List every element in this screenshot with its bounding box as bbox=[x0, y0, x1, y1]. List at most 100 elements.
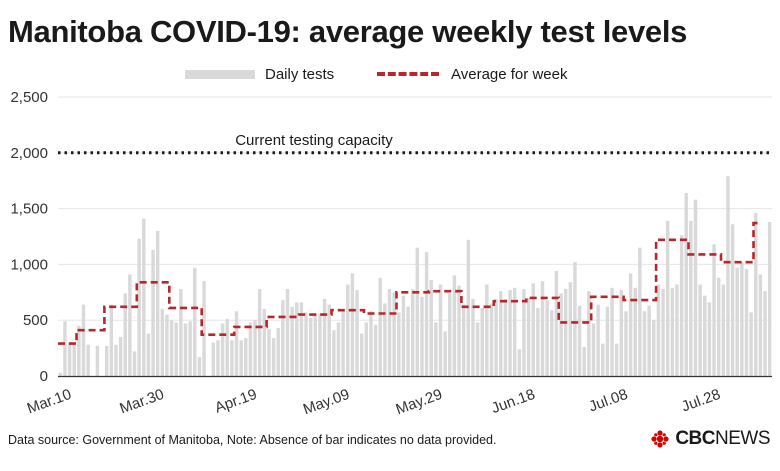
daily-test-bar bbox=[373, 324, 378, 376]
daily-test-bar bbox=[749, 312, 753, 376]
daily-test-bar bbox=[461, 304, 466, 376]
daily-test-bar bbox=[290, 306, 294, 376]
daily-test-bar bbox=[346, 284, 350, 376]
daily-test-bar bbox=[401, 295, 406, 376]
y-tick-label: 2,000 bbox=[10, 145, 48, 162]
x-tick-label: Jul.08 bbox=[587, 386, 630, 416]
daily-test-bar bbox=[183, 323, 188, 376]
daily-test-bar bbox=[285, 288, 290, 376]
daily-test-bar bbox=[698, 284, 702, 376]
daily-test-bar bbox=[573, 262, 577, 376]
daily-test-bar bbox=[169, 320, 174, 376]
daily-test-bar bbox=[443, 331, 447, 376]
daily-test-bar bbox=[452, 275, 457, 376]
daily-test-bar bbox=[730, 224, 735, 376]
daily-test-bar bbox=[471, 298, 475, 376]
daily-test-bar bbox=[327, 304, 331, 376]
x-tick-label: May.09 bbox=[301, 386, 352, 418]
daily-test-bar bbox=[614, 343, 619, 376]
daily-test-bar bbox=[754, 213, 758, 376]
daily-test-bar bbox=[109, 304, 114, 376]
daily-test-bar bbox=[128, 274, 132, 376]
x-tick-label: Apr.19 bbox=[213, 386, 260, 417]
daily-test-bar bbox=[508, 290, 512, 376]
daily-test-bar bbox=[341, 311, 345, 376]
daily-test-bar bbox=[114, 344, 118, 376]
daily-test-bar bbox=[424, 252, 429, 376]
daily-test-bar bbox=[619, 290, 624, 376]
daily-test-bar bbox=[642, 311, 647, 376]
daily-test-bar bbox=[475, 322, 480, 376]
x-tick-label: Jun.18 bbox=[489, 386, 537, 417]
daily-test-bar bbox=[480, 307, 484, 376]
daily-test-bar bbox=[721, 284, 726, 376]
daily-test-bar bbox=[220, 323, 225, 376]
legend-item-weekly-average: Average for week bbox=[377, 63, 567, 85]
daily-test-bar bbox=[420, 296, 424, 376]
daily-test-bar bbox=[744, 268, 749, 376]
daily-test-bar bbox=[332, 330, 336, 376]
daily-test-bar bbox=[582, 346, 586, 376]
daily-test-bar bbox=[689, 220, 693, 376]
capacity-label: Current testing capacity bbox=[235, 132, 393, 149]
daily-test-bar bbox=[392, 292, 396, 376]
daily-test-bar bbox=[276, 328, 280, 376]
daily-test-bar bbox=[387, 288, 392, 376]
daily-test-bar bbox=[86, 344, 90, 376]
daily-test-bar bbox=[577, 305, 582, 376]
daily-test-bar bbox=[174, 322, 178, 376]
daily-test-bar bbox=[281, 300, 285, 376]
daily-test-bar bbox=[151, 249, 155, 376]
x-tick-label: Mar.30 bbox=[117, 386, 166, 418]
daily-test-bar bbox=[81, 304, 86, 376]
daily-test-bar bbox=[350, 273, 355, 376]
daily-test-bar bbox=[239, 340, 243, 376]
y-tick-label: 1,500 bbox=[10, 201, 48, 218]
daily-test-bar bbox=[638, 247, 642, 376]
daily-test-bar bbox=[179, 288, 183, 376]
legend: Daily tests Average for week bbox=[185, 63, 745, 85]
daily-test-bar bbox=[142, 218, 146, 376]
daily-test-bar bbox=[605, 306, 610, 376]
y-tick-label: 0 bbox=[40, 368, 48, 385]
daily-test-bar bbox=[132, 351, 137, 376]
daily-test-bar bbox=[763, 291, 767, 376]
daily-test-bar bbox=[146, 333, 151, 376]
daily-test-bar bbox=[165, 314, 169, 376]
y-tick-label: 1,000 bbox=[10, 256, 48, 273]
daily-test-bar bbox=[758, 274, 763, 376]
daily-test-bar bbox=[244, 338, 248, 376]
legend-item-daily-tests: Daily tests bbox=[185, 63, 334, 85]
daily-test-bar bbox=[512, 287, 517, 376]
daily-test-bar bbox=[693, 199, 698, 376]
daily-test-bar bbox=[397, 312, 401, 376]
daily-test-bar bbox=[429, 280, 433, 376]
daily-test-bar bbox=[378, 277, 382, 376]
daily-test-bar bbox=[536, 307, 540, 376]
daily-test-bar bbox=[253, 320, 257, 376]
daily-test-bar bbox=[652, 320, 656, 376]
daily-test-bar bbox=[767, 221, 772, 376]
daily-test-bar bbox=[703, 295, 707, 376]
daily-test-bar bbox=[522, 288, 526, 376]
daily-test-bar bbox=[726, 176, 730, 376]
chart-area: 0 500 1,000 1,500 2,000 2,500 Current testing … bbox=[10, 89, 772, 418]
daily-test-bar bbox=[494, 298, 498, 376]
daily-test-bar bbox=[568, 282, 573, 376]
daily-test-bar bbox=[499, 291, 503, 376]
daily-test-bar bbox=[225, 319, 229, 376]
daily-test-bar bbox=[610, 287, 614, 376]
daily-test-bar bbox=[633, 287, 637, 376]
daily-test-bar bbox=[438, 284, 443, 376]
daily-test-bar bbox=[628, 273, 633, 376]
daily-test-bar bbox=[155, 230, 160, 376]
daily-test-bar bbox=[369, 311, 373, 376]
daily-test-bar bbox=[624, 311, 628, 376]
daily-test-bar bbox=[123, 293, 127, 376]
daily-test-bar bbox=[271, 338, 276, 376]
cbc-gem-icon bbox=[651, 430, 669, 448]
daily-test-bar bbox=[262, 309, 267, 376]
x-tick-label: May.29 bbox=[394, 386, 445, 418]
daily-test-bar bbox=[559, 293, 563, 376]
daily-test-bar bbox=[336, 322, 341, 376]
